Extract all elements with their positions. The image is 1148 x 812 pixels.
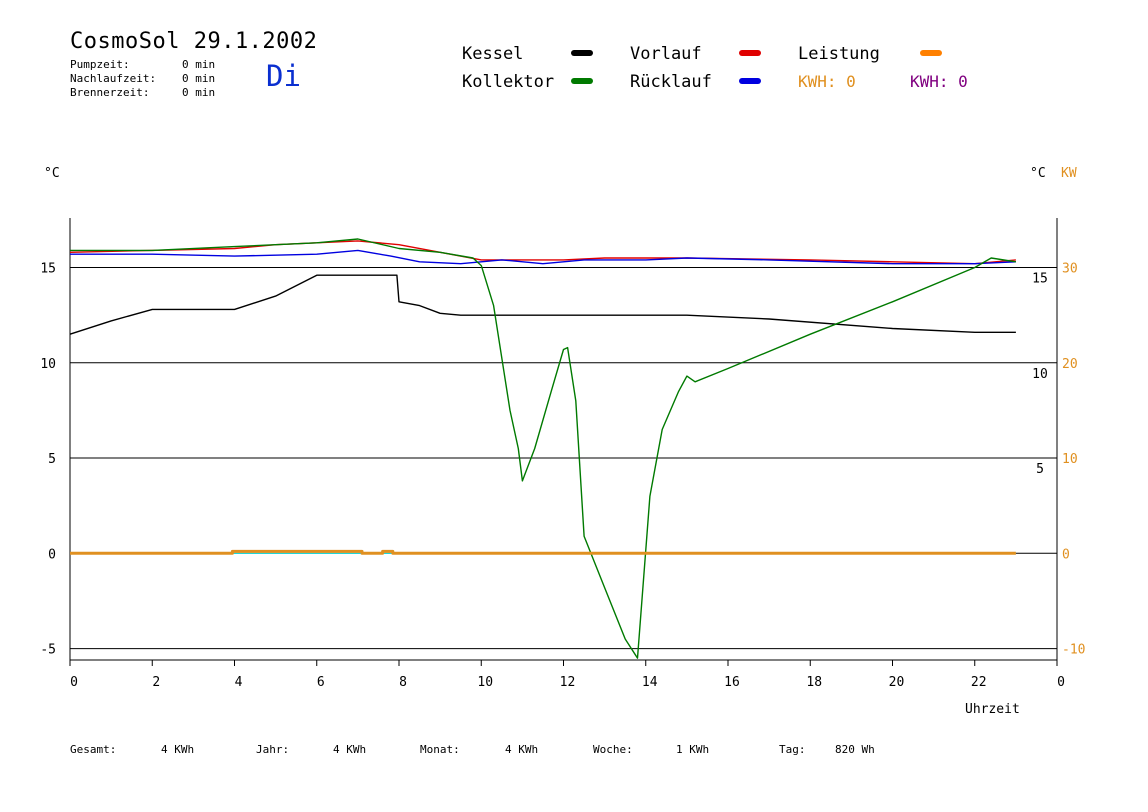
x-tick-label: 8 bbox=[399, 675, 407, 690]
x-tick-label: 14 bbox=[642, 675, 658, 690]
series-line-vorlauf bbox=[69, 240, 1016, 265]
y-right-kw-tick-label: -10 bbox=[1062, 643, 1085, 658]
stat-value: 0 min bbox=[182, 58, 216, 71]
right-axis-unit-c: °C bbox=[1030, 166, 1046, 181]
stat-value: 0 min bbox=[182, 72, 216, 85]
y-left-tick-label: 5 bbox=[48, 452, 56, 467]
x-tick-label: 22 bbox=[971, 675, 987, 690]
footer-gesamt-label: Gesamt: bbox=[70, 743, 117, 756]
x-tick-label: 10 bbox=[477, 675, 493, 690]
y-left-tick-label: 0 bbox=[48, 547, 56, 562]
series-line-kessel bbox=[69, 274, 1016, 335]
legend-kwh-orange: KWH: 0 bbox=[798, 72, 856, 91]
legend-ruecklauf-swatch bbox=[739, 78, 761, 84]
y-right-c-tick-label: 5 bbox=[1036, 462, 1044, 477]
y-right-c-tick-label: 15 bbox=[1032, 272, 1048, 287]
legend-kollektor-label: Kollektor bbox=[462, 72, 555, 92]
y-right-c-tick-label: 10 bbox=[1032, 367, 1048, 382]
x-tick-label: 20 bbox=[889, 675, 905, 690]
series-line-kollektor bbox=[70, 238, 1017, 659]
footer-woche-label: Woche: bbox=[593, 743, 633, 756]
footer-gesamt-value: 4 KWh bbox=[161, 743, 195, 756]
weekday-label: Di bbox=[266, 59, 301, 93]
legend-ruecklauf-label: Rücklauf bbox=[630, 72, 712, 92]
y-left-tick-label: -5 bbox=[40, 643, 56, 658]
footer-jahr-value: 4 KWh bbox=[333, 743, 367, 756]
y-left-tick-label: 15 bbox=[40, 262, 56, 277]
footer-jahr-label: Jahr: bbox=[256, 743, 290, 756]
stat-label: Nachlaufzeit: bbox=[70, 72, 157, 85]
y-right-kw-tick-label: 10 bbox=[1062, 452, 1078, 467]
footer-monat-label: Monat: bbox=[420, 743, 460, 756]
x-tick-label: 0 bbox=[70, 675, 78, 690]
y-right-kw-tick-label: 30 bbox=[1062, 262, 1078, 277]
x-axis-label: Uhrzeit bbox=[965, 702, 1020, 717]
series-line-leistung bbox=[70, 549, 1016, 555]
stat-value: 0 min bbox=[182, 86, 216, 99]
legend-leistung-label: Leistung bbox=[798, 44, 880, 64]
legend-kwh-purple: KWH: 0 bbox=[910, 72, 968, 91]
chart-title: CosmoSol 29.1.2002 bbox=[70, 29, 318, 54]
x-tick-label: 6 bbox=[317, 675, 325, 690]
legend-kessel-label: Kessel bbox=[462, 44, 524, 64]
right-axis-unit-kw: KW bbox=[1061, 166, 1077, 181]
y-right-kw-tick-label: 0 bbox=[1062, 547, 1070, 562]
footer-tag-label: Tag: bbox=[779, 743, 806, 756]
stat-label: Brennerzeit: bbox=[70, 86, 150, 99]
footer-monat-value: 4 KWh bbox=[505, 743, 539, 756]
x-tick-label: 2 bbox=[152, 675, 160, 690]
legend-vorlauf-swatch bbox=[739, 50, 761, 56]
x-tick-label: 16 bbox=[724, 675, 740, 690]
x-tick-label: 0 bbox=[1057, 675, 1065, 690]
legend-vorlauf-label: Vorlauf bbox=[630, 44, 702, 64]
footer-tag-value: 820 Wh bbox=[835, 743, 875, 756]
x-tick-label: 18 bbox=[806, 675, 822, 690]
stat-label: Pumpzeit: bbox=[70, 58, 130, 71]
legend-kessel-swatch bbox=[571, 50, 593, 56]
legend-leistung-swatch bbox=[920, 50, 942, 56]
y-left-tick-label: 10 bbox=[40, 357, 56, 372]
legend-kollektor-swatch bbox=[571, 78, 593, 84]
y-right-kw-tick-label: 20 bbox=[1062, 357, 1078, 372]
x-tick-label: 12 bbox=[560, 675, 576, 690]
series-line-rcklauf bbox=[70, 249, 1016, 265]
x-tick-label: 4 bbox=[235, 675, 243, 690]
left-axis-unit: °C bbox=[44, 166, 60, 181]
footer-woche-value: 1 KWh bbox=[676, 743, 710, 756]
